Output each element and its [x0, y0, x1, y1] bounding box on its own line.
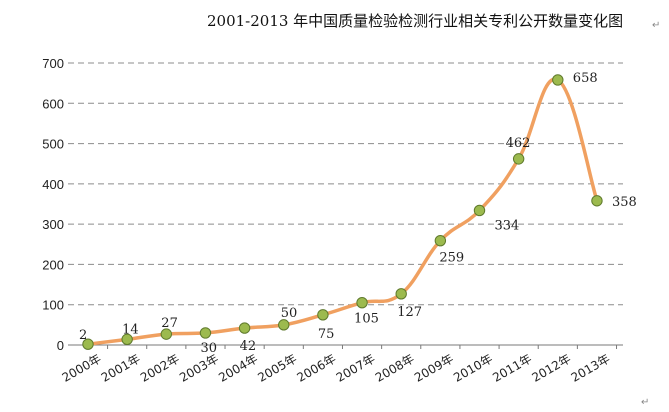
x-tick-label: 2006年 — [295, 351, 339, 384]
gridlines — [68, 62, 623, 346]
data-point — [591, 195, 603, 207]
x-tick-label: 2010年 — [451, 351, 495, 384]
x-tick-label: 2005年 — [255, 351, 299, 384]
data-labels: 2 14 27 30 42 50 75 105 127 259 334 462 658 358 — [79, 71, 637, 356]
data-point — [356, 297, 368, 309]
data-label: 14 — [122, 322, 139, 337]
data-point — [238, 322, 251, 334]
data-label: 658 — [573, 71, 598, 86]
chart-title: 2001-2013 年中国质量检验检测行业相关专利公开数量变化图 — [207, 12, 623, 30]
data-label: 358 — [612, 195, 637, 210]
data-point — [278, 319, 290, 331]
x-tick-label: 2000年 — [60, 351, 104, 384]
x-tick-label: 2008年 — [373, 351, 417, 384]
y-tick-label: 700 — [42, 56, 64, 71]
x-tick-label: 2001年 — [99, 351, 143, 384]
x-tick-label: 2009年 — [412, 351, 456, 384]
data-point — [552, 74, 564, 86]
y-tick-label: 0 — [57, 338, 64, 353]
data-label: 105 — [354, 312, 379, 327]
data-label: 259 — [439, 251, 464, 266]
x-axis-labels: 2000年2001年2002年2003年2004年2005年2006年2007年… — [60, 351, 613, 384]
data-label: 42 — [240, 339, 257, 354]
data-label: 127 — [397, 305, 422, 320]
y-tick-label: 500 — [42, 137, 64, 152]
x-tick-label: 2004年 — [216, 351, 260, 384]
data-label: 27 — [161, 316, 178, 331]
data-point — [199, 327, 212, 339]
data-point — [160, 328, 173, 340]
x-tick-label: 2012年 — [529, 351, 573, 384]
data-point — [512, 153, 525, 165]
data-label: 462 — [506, 136, 531, 151]
data-point — [317, 309, 329, 321]
y-tick-label: 200 — [42, 257, 64, 272]
footer-paragraph-mark: ↵ — [641, 397, 649, 408]
data-point — [121, 333, 133, 346]
data-label: 75 — [318, 327, 335, 342]
data-label: 50 — [281, 306, 298, 321]
title-paragraph-mark: ↵ — [652, 20, 660, 31]
x-axis-tick-marks — [107, 345, 618, 349]
data-point — [82, 338, 94, 350]
data-label: 30 — [200, 341, 217, 356]
data-label: 334 — [495, 218, 520, 233]
x-tick-label: 2002年 — [138, 351, 182, 384]
data-label: 2 — [79, 328, 87, 343]
data-point — [473, 204, 486, 217]
x-tick-label: 2013年 — [569, 351, 613, 384]
y-tick-label: 300 — [42, 217, 64, 232]
y-tick-label: 600 — [42, 96, 64, 111]
y-axis-ticks: 0 100 200 300 400 500 600 700 — [42, 56, 64, 353]
y-tick-label: 400 — [42, 177, 64, 192]
y-tick-label: 100 — [42, 298, 64, 313]
data-point — [395, 288, 407, 300]
data-markers — [82, 74, 603, 350]
x-tick-label: 2003年 — [177, 351, 221, 384]
data-point — [434, 234, 447, 247]
x-tick-label: 2007年 — [334, 351, 378, 384]
x-tick-label: 2011年 — [490, 351, 534, 384]
